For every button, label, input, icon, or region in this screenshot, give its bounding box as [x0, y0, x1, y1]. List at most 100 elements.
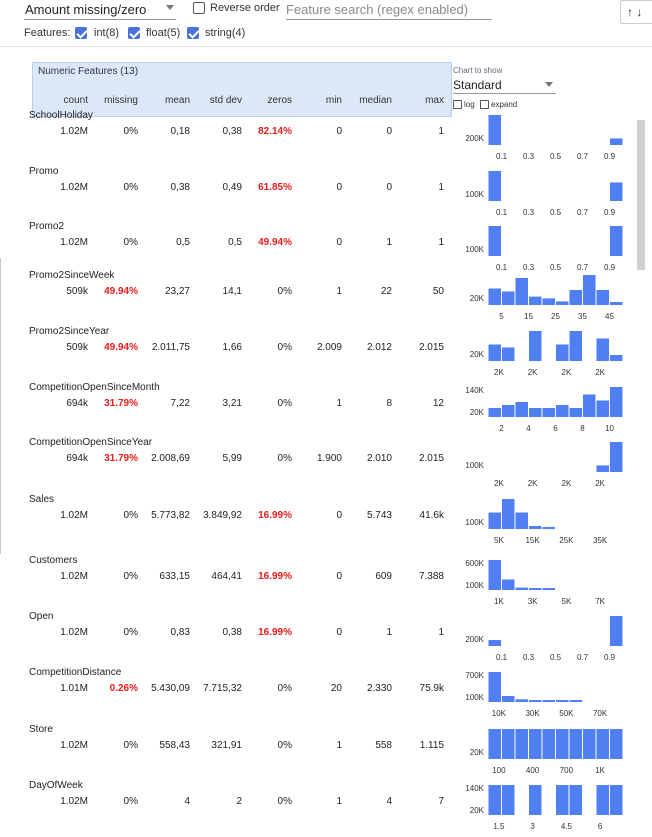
histogram-bar — [488, 171, 501, 201]
feature-median-value: 8 — [386, 398, 392, 409]
histogram-y-label: 600K — [465, 559, 484, 568]
table-header — [32, 62, 452, 117]
histogram-x-label: 3 — [530, 822, 535, 831]
log-checkbox[interactable] — [453, 100, 462, 109]
histogram-x-label: 0.7 — [577, 263, 589, 272]
feature-missing-value: 0% — [123, 571, 138, 582]
feature-name: Store — [29, 724, 53, 735]
column-header-median[interactable]: median — [359, 95, 392, 106]
histogram-bar — [488, 115, 501, 145]
feature-histogram: 100K 0.1 0.3 0.5 0.7 0.9 — [465, 226, 623, 272]
histogram-bar — [610, 616, 623, 646]
string-filter-checkbox[interactable] — [187, 27, 199, 39]
feature-count-value: 1.02M — [60, 182, 88, 193]
column-header-std-dev[interactable]: std dev — [209, 95, 242, 106]
float-filter-label: float(5) — [146, 27, 181, 39]
histogram-x-label: 0.1 — [496, 653, 508, 662]
histogram-x-label: 0.7 — [577, 653, 589, 662]
histogram-bar — [610, 729, 623, 759]
column-header-zeros[interactable]: zeros — [267, 95, 292, 106]
feature-name: Sales — [29, 494, 55, 505]
histogram-bar — [488, 226, 501, 256]
histogram-x-label: 5K — [494, 536, 504, 545]
feature-histogram: 200K 0.1 0.3 0.5 0.7 0.9 — [465, 115, 623, 161]
feature-min-value: 20 — [330, 683, 342, 694]
column-header-max[interactable]: max — [425, 95, 444, 106]
feature-mean-value: 2.011,75 — [151, 342, 190, 353]
histogram-bar — [569, 785, 582, 815]
histogram-bar — [502, 347, 515, 361]
int-filter-checkbox[interactable] — [75, 27, 87, 39]
chevron-down-icon — [166, 5, 174, 10]
feature-count-value: 1.02M — [60, 627, 88, 638]
histogram-bar — [596, 290, 609, 305]
histogram-x-label: 35K — [593, 536, 608, 545]
histogram-bar — [488, 344, 501, 361]
sort-direction-button[interactable]: ↑ ↓ — [620, 0, 652, 24]
feature-min-value: 2.009 — [316, 342, 342, 353]
histogram-x-label: 5K — [562, 597, 572, 606]
feature-missing-value: 49.94% — [104, 342, 138, 353]
feature-histogram: 140K 20K 1.5 3 4.5 6 — [465, 784, 623, 831]
feature-count-value: 1.01M — [60, 683, 88, 694]
histogram-x-label: 2K — [528, 368, 538, 377]
histogram-x-label: 0.7 — [577, 208, 589, 217]
histogram-bar — [596, 400, 609, 417]
feature-missing-value: 0% — [123, 510, 138, 521]
histogram-x-label: 0.1 — [496, 152, 508, 161]
histogram-bar — [488, 560, 501, 590]
expand-checkbox[interactable] — [480, 100, 489, 109]
column-header-missing[interactable]: missing — [104, 95, 138, 106]
histogram-y-label: 100K — [465, 461, 484, 470]
histogram-x-label: 6 — [598, 822, 603, 831]
histogram-x-label: 700 — [560, 766, 574, 775]
histogram-bar — [515, 729, 528, 759]
histogram-bar — [502, 729, 515, 759]
histogram-x-label: 100 — [492, 766, 506, 775]
feature-max-value: 12 — [432, 398, 444, 409]
histogram-y-label: 20K — [470, 294, 485, 303]
histogram-bar — [529, 408, 542, 417]
histogram-x-label: 2 — [499, 424, 504, 433]
histogram-x-label: 0.5 — [550, 263, 562, 272]
feature-median-value: 558 — [375, 740, 392, 751]
histogram-x-label: 0.7 — [577, 152, 589, 161]
feature-min-value: 0 — [336, 571, 342, 582]
histogram-x-label: 0.1 — [496, 208, 508, 217]
histogram-bar — [529, 331, 542, 361]
reverse-order-checkbox[interactable] — [193, 2, 205, 14]
histogram-bar — [596, 785, 609, 815]
feature-count-value: 1.02M — [60, 510, 88, 521]
histogram-bar — [502, 785, 515, 815]
histogram-x-label: 7K — [595, 597, 605, 606]
histogram-bar — [515, 402, 528, 417]
histogram-x-label: 0.3 — [523, 653, 535, 662]
feature-max-value: 41.6k — [419, 510, 444, 521]
histogram-bar — [542, 298, 555, 305]
column-header-mean[interactable]: mean — [164, 95, 190, 106]
feature-mean-value: 0,38 — [170, 182, 190, 193]
histogram-y-label: 20K — [470, 748, 485, 757]
float-filter-checkbox[interactable] — [128, 27, 140, 39]
feature-search-input[interactable]: Feature search (regex enabled) — [286, 0, 492, 20]
scrollbar-thumb[interactable] — [637, 120, 645, 270]
feature-zeros-value: 49.94% — [258, 237, 292, 248]
feature-missing-value: 0% — [123, 126, 138, 137]
feature-min-value: 0 — [336, 182, 342, 193]
feature-missing-value: 0% — [123, 740, 138, 751]
feature-std-dev-value: 7.715,32 — [203, 683, 242, 694]
histogram-x-label: 50K — [559, 709, 574, 718]
histogram-x-label: 25K — [559, 536, 574, 545]
column-header-min[interactable]: min — [325, 95, 342, 106]
histogram-bar — [529, 729, 542, 759]
histogram-bar — [529, 296, 542, 305]
column-header-count[interactable]: count — [63, 95, 88, 106]
histogram-x-label: 0.5 — [550, 208, 562, 217]
histogram-x-label: 3K — [528, 597, 538, 606]
feature-mean-value: 5.430,09 — [151, 683, 190, 694]
feature-zeros-value: 0% — [277, 286, 292, 297]
feature-max-value: 50 — [432, 286, 444, 297]
sort-dropdown[interactable]: Amount missing/zero — [24, 0, 176, 20]
feature-min-value: 0 — [336, 510, 342, 521]
chart-type-dropdown[interactable]: Standard — [453, 77, 556, 94]
